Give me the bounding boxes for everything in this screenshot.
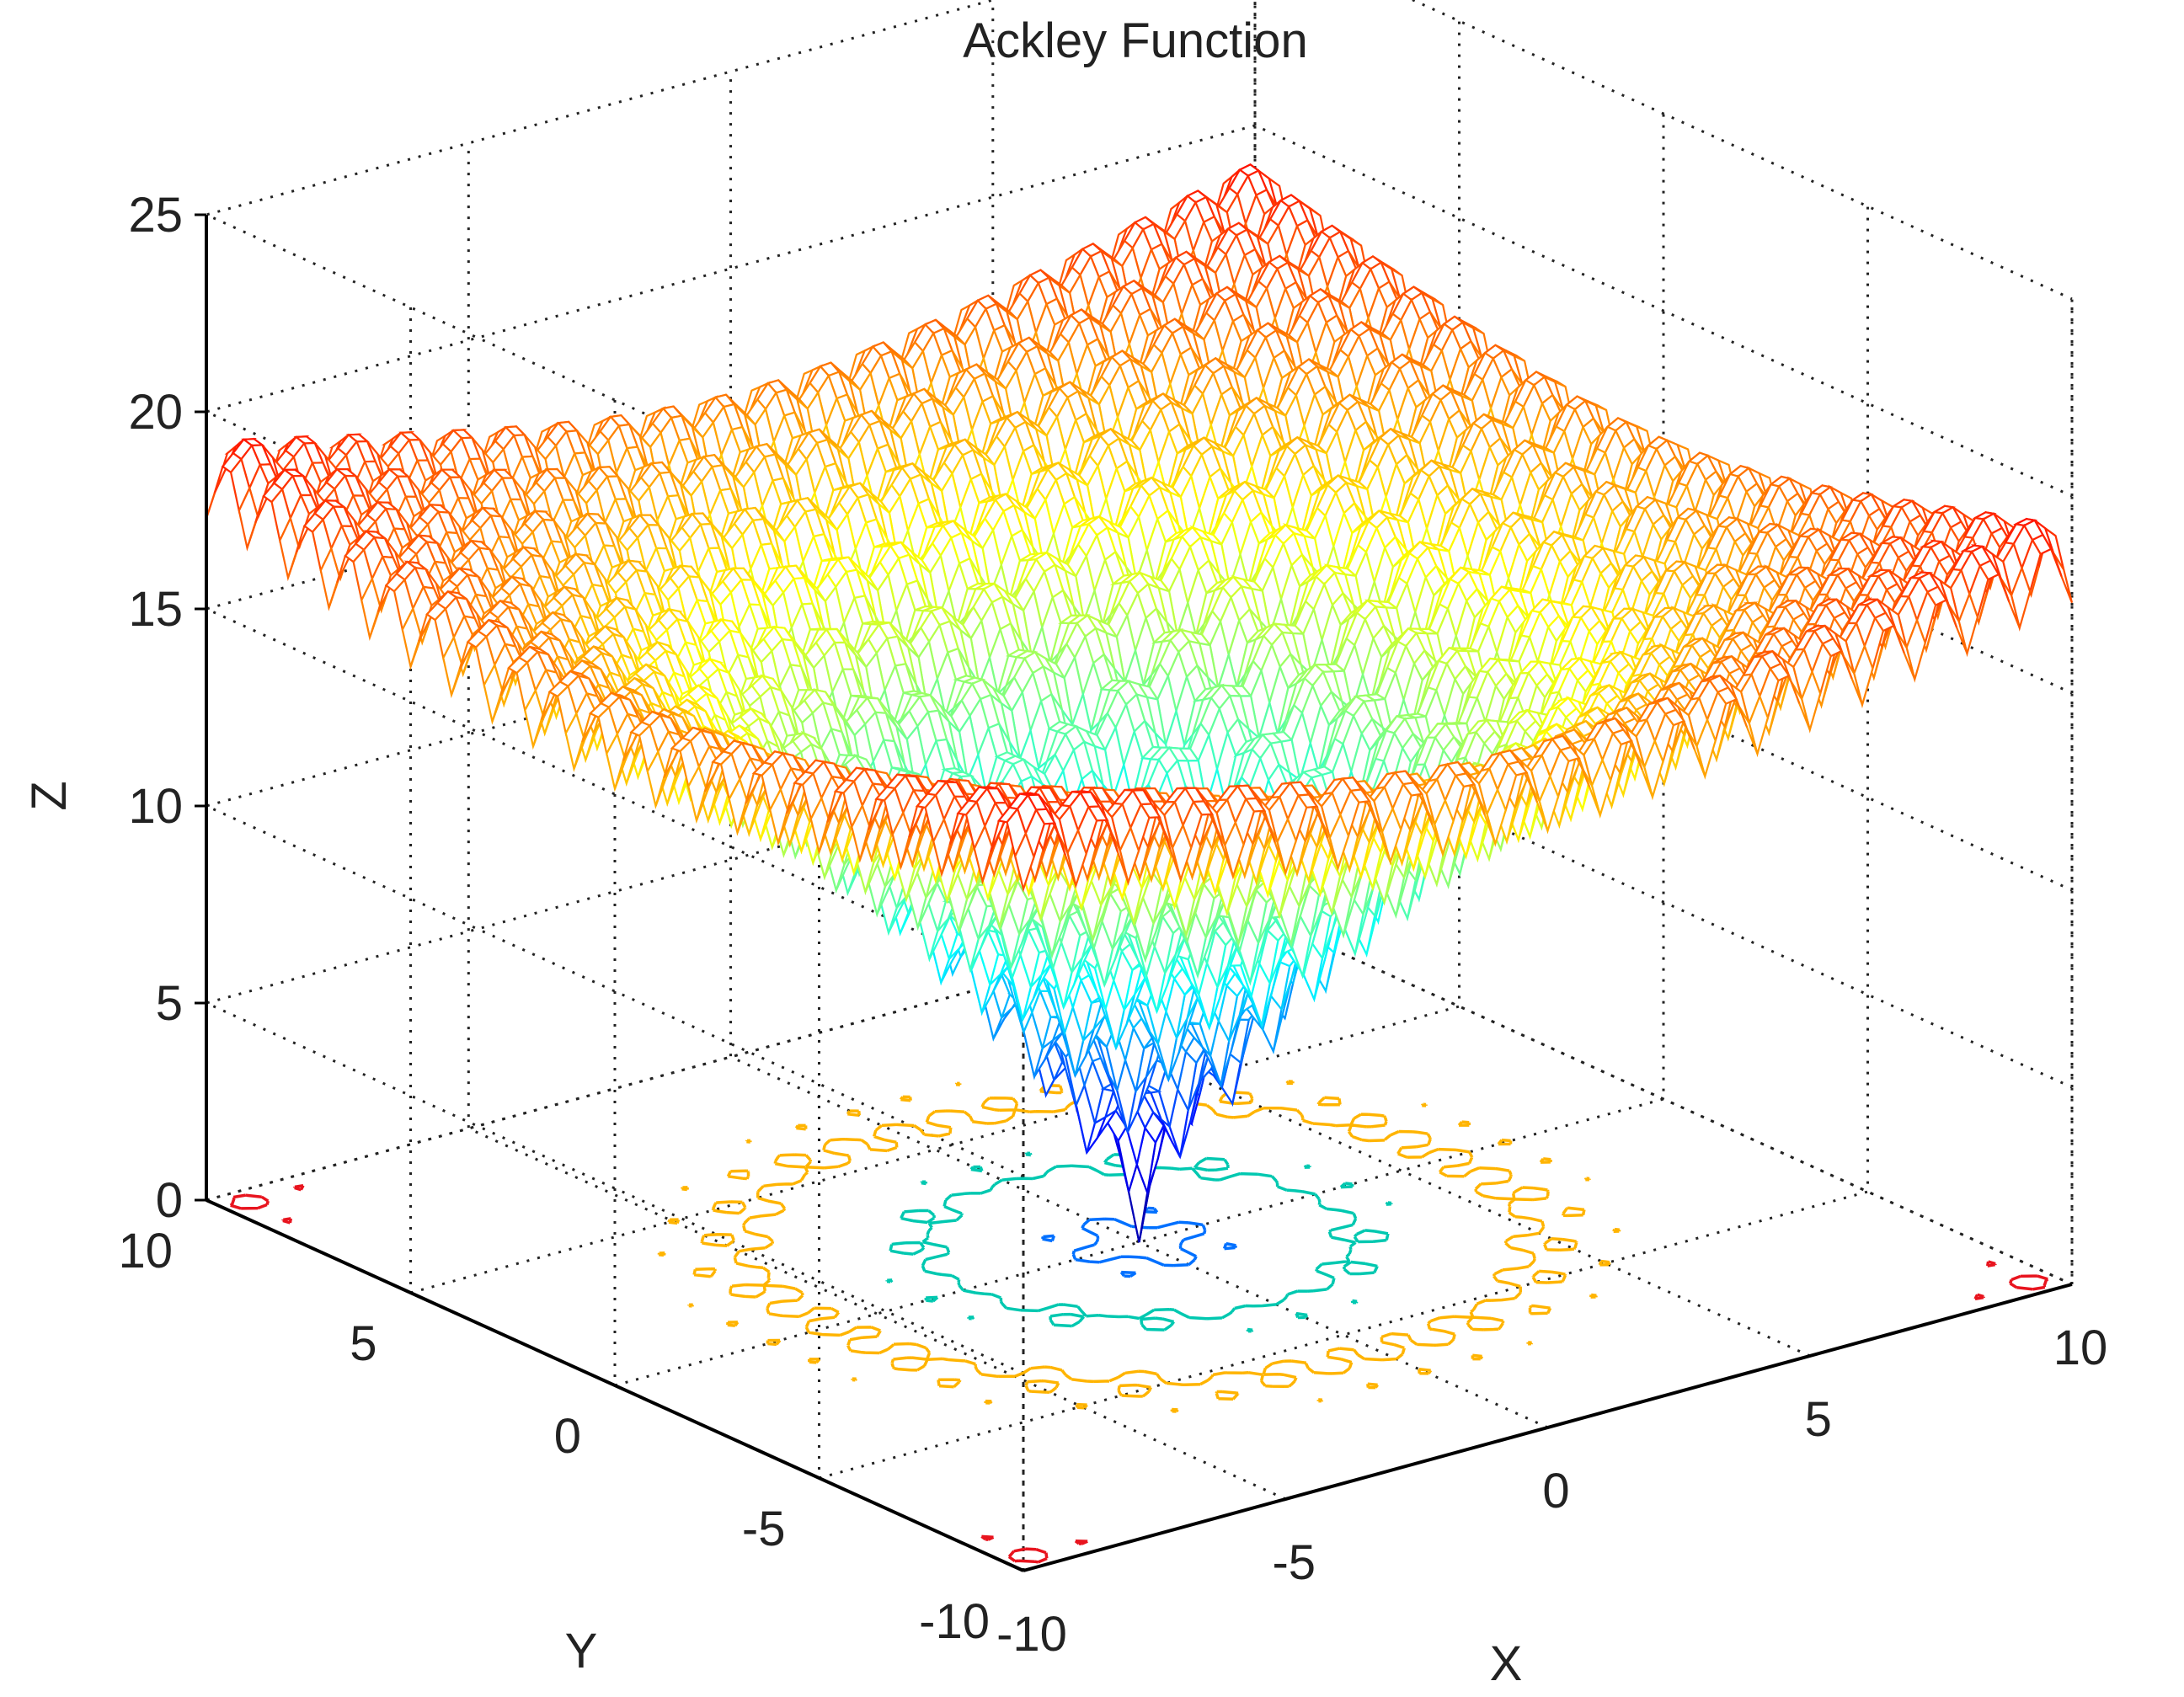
z-gridline bbox=[202, 715, 2073, 1375]
contour-level-13 bbox=[657, 1071, 1621, 1413]
z-gridline bbox=[202, 0, 2073, 587]
contour-level-9 bbox=[885, 1151, 1393, 1333]
z-gridline bbox=[202, 124, 2073, 784]
surface-mesh bbox=[205, 163, 2074, 1243]
z-gridline bbox=[202, 912, 2073, 1572]
contour-level-4 bbox=[1040, 1206, 1238, 1278]
y-gridline bbox=[818, 206, 1869, 1480]
y-gridline bbox=[613, 114, 1665, 1387]
y-gridline bbox=[409, 21, 1460, 1294]
